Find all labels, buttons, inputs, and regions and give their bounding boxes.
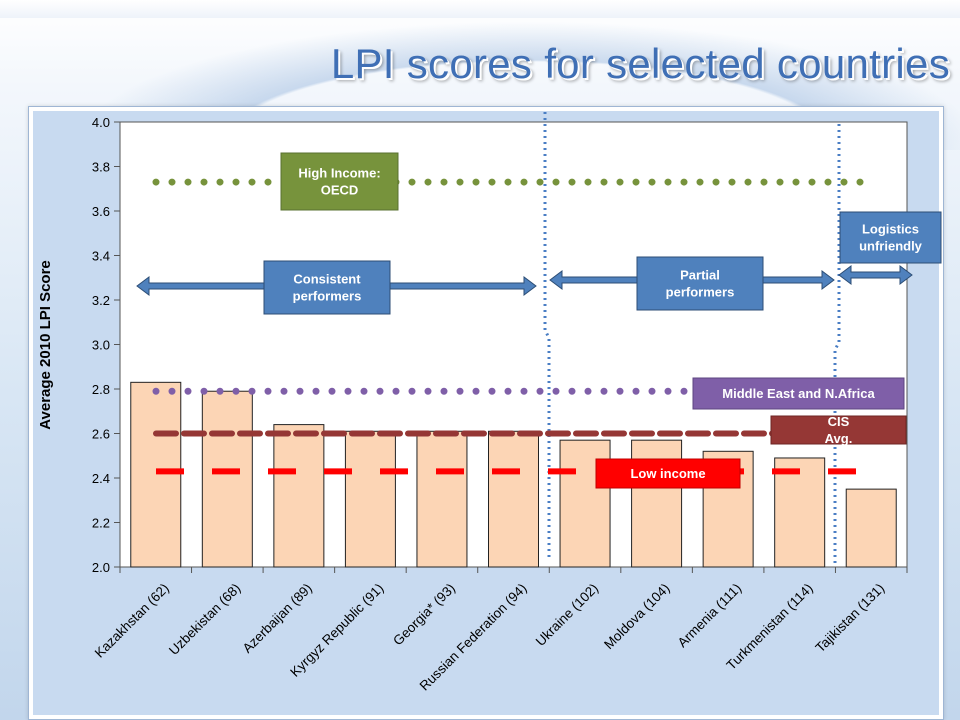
y-tick-label: 2.6	[92, 427, 110, 442]
y-tick-label: 2.0	[92, 560, 110, 575]
y-axis-title: Average 2010 LPI Score	[37, 260, 54, 430]
bar	[344, 430, 396, 568]
divider-line	[833, 124, 841, 565]
callout-box	[770, 415, 907, 445]
callout-label: Logistics unfriendly	[859, 222, 923, 254]
bars	[130, 381, 897, 568]
y-tick-label: 3.0	[92, 338, 110, 353]
x-tick-label: Kazakhstan (62)	[92, 581, 172, 661]
x-tick-label: Azerbaijan (89)	[240, 581, 315, 656]
group-dividers	[543, 112, 841, 565]
divider-line	[543, 112, 551, 560]
bar	[201, 390, 253, 568]
y-tick-label: 3.6	[92, 204, 110, 219]
x-tick-label: Uzbekistan (68)	[166, 581, 243, 658]
y-tick-label: 4.0	[92, 115, 110, 130]
y-tick-label: 3.8	[92, 160, 110, 175]
callout-box	[636, 256, 764, 311]
x-axis-labels: Kazakhstan (62)Uzbekistan (68)Azerbaijan…	[92, 567, 908, 694]
slide-top-band	[0, 0, 960, 18]
callout-box	[280, 152, 399, 211]
group-arrow	[838, 265, 913, 285]
y-tick-label: 2.4	[92, 471, 110, 486]
y-tick-label: 3.4	[92, 249, 110, 264]
callout-label: High Income: OECD	[298, 166, 380, 198]
x-tick-label: Ukraine (102)	[533, 581, 601, 649]
callout-label: Consistent performers	[293, 272, 362, 304]
y-tick-label: 2.2	[92, 516, 110, 531]
slide-title: LPI scores for selected countries	[330, 40, 950, 87]
y-tick-label: 3.2	[92, 293, 110, 308]
bar	[273, 424, 325, 568]
x-tick-label: Armenia (111)	[675, 581, 745, 651]
x-tick-label: Moldova (104)	[601, 581, 673, 653]
callout-label: Low income	[630, 466, 705, 481]
callouts: High Income: OECD Consistent performers Part…	[263, 152, 942, 489]
bar	[416, 430, 468, 568]
callout-label: Partial performers	[666, 268, 735, 300]
bar	[774, 457, 826, 568]
callout-box	[692, 377, 905, 410]
bar	[488, 430, 539, 568]
callout-box	[263, 260, 391, 315]
callout-box	[839, 211, 942, 264]
y-tick-label: 2.8	[92, 382, 110, 397]
callout-box	[595, 458, 741, 489]
bar	[845, 488, 897, 568]
callout-label: Middle East and N.Africa	[722, 386, 875, 401]
x-tick-label: Tajikistan (131)	[813, 581, 888, 656]
callout-label: CIS Avg.	[825, 414, 853, 446]
x-tick-label: Georgia* (93)	[390, 581, 458, 649]
y-axis: 2.0 2.2 2.4 2.6 2.8 3.0 3.2 3.4 3.6 3.8 4.0	[92, 115, 120, 575]
bar	[130, 381, 182, 568]
